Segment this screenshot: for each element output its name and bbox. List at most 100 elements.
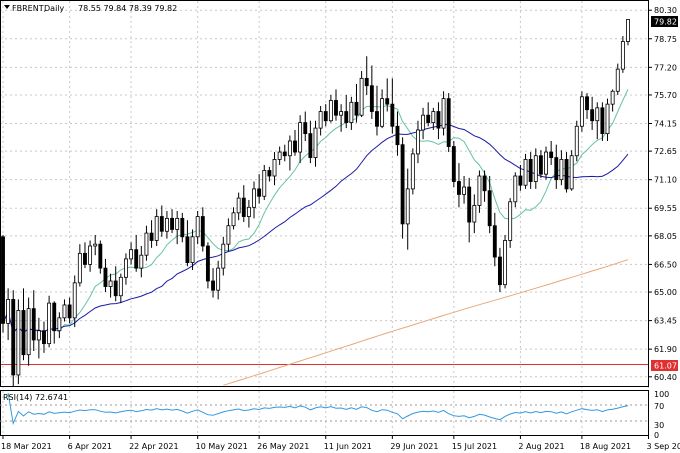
candle-body: [287, 140, 292, 157]
rsi-label: RSI(14) 72.6741: [3, 393, 68, 402]
candle: [375, 85, 379, 136]
time-tick-label: 2 Aug 2021: [518, 442, 564, 451]
candle: [226, 218, 231, 252]
candle-body: [308, 133, 313, 158]
time-tick-label: 18 Aug 2021: [580, 442, 631, 451]
candle-body: [416, 129, 420, 155]
candle: [544, 146, 548, 180]
candle: [533, 148, 538, 189]
candle-body: [72, 282, 77, 319]
candle: [492, 212, 497, 267]
candle: [298, 115, 303, 164]
candle: [195, 211, 200, 245]
candle: [559, 150, 564, 186]
candle-body: [421, 114, 426, 131]
candle: [93, 234, 98, 256]
candle-body: [518, 175, 523, 186]
candles[interactable]: [1, 19, 630, 386]
candle: [605, 98, 610, 141]
time-tick-label: 22 Apr 2021: [129, 442, 178, 451]
candle: [395, 111, 400, 156]
candle: [36, 317, 41, 359]
candle: [26, 297, 31, 366]
candle-body: [528, 159, 533, 182]
candle: [31, 290, 36, 351]
candle-body: [57, 317, 62, 332]
candle: [308, 120, 313, 164]
header-ohlc: 78.55 79.84 78.39 79.82: [78, 4, 177, 13]
candle: [175, 211, 180, 245]
candle-body: [615, 68, 620, 92]
time-tick-label: 15 Jul 2021: [452, 442, 497, 451]
candle-body: [67, 304, 72, 319]
candle-body: [451, 146, 456, 182]
candle-body: [626, 19, 630, 42]
candle-body: [513, 175, 518, 203]
candle: [390, 78, 395, 134]
candle-body: [605, 103, 610, 135]
candle-body: [559, 159, 564, 181]
candle: [293, 129, 297, 156]
candle: [554, 144, 559, 189]
candle-body: [144, 232, 149, 256]
candle: [11, 290, 16, 386]
time-tick-label: 29 Jun 2021: [390, 442, 438, 451]
candle-body: [149, 232, 154, 241]
candle-body: [354, 101, 359, 116]
candle-body: [103, 267, 108, 287]
candle: [21, 288, 26, 361]
candle-body: [88, 245, 93, 265]
candle: [451, 141, 456, 188]
candle-body: [272, 159, 277, 177]
candle: [241, 185, 246, 223]
candle-body: [241, 197, 246, 217]
candle-body: [482, 175, 487, 192]
candle-body: [457, 181, 461, 195]
candle-body: [426, 114, 431, 123]
candle: [385, 78, 390, 112]
candle: [16, 299, 21, 385]
candle-body: [477, 175, 482, 206]
candle-body: [549, 151, 554, 158]
rsi-axis-70: 70: [654, 402, 664, 411]
candle-body: [62, 304, 67, 319]
candle-body: [395, 125, 400, 146]
candle: [113, 266, 118, 302]
candle-body: [375, 111, 379, 127]
candle: [98, 240, 103, 274]
chart-header: FBRENT, Daily 78.55 79.84 78.39 79.82: [4, 4, 177, 13]
candle: [446, 93, 451, 153]
candle-body: [564, 159, 569, 190]
candle-body: [185, 236, 190, 263]
candle-body: [195, 216, 200, 238]
candle: [77, 244, 82, 287]
candle-body: [226, 225, 231, 245]
candle-body: [298, 122, 303, 153]
rsi-axis-100: 100: [654, 390, 669, 399]
candle-body: [154, 216, 159, 241]
candle: [334, 89, 338, 121]
current-price-tag: 79.82: [651, 16, 678, 27]
candle: [503, 234, 507, 289]
candle: [328, 94, 333, 123]
price-tick-label: 74.15: [654, 120, 677, 129]
candle: [405, 168, 410, 250]
candle-body: [364, 77, 369, 87]
candle: [472, 194, 477, 234]
candle: [600, 102, 605, 141]
candle: [267, 166, 272, 182]
hline-price-tag: 61.07: [651, 360, 678, 371]
candle: [549, 141, 554, 165]
candle: [159, 205, 164, 237]
price-tick-label: 61.90: [654, 345, 677, 354]
candle: [149, 220, 154, 248]
candle-body: [164, 217, 169, 232]
candle: [134, 234, 139, 272]
dropdown-triangle-icon[interactable]: [4, 5, 10, 9]
candle-body: [303, 122, 308, 135]
candle-body: [436, 111, 441, 129]
candle: [615, 63, 620, 95]
candle-body: [231, 212, 236, 227]
